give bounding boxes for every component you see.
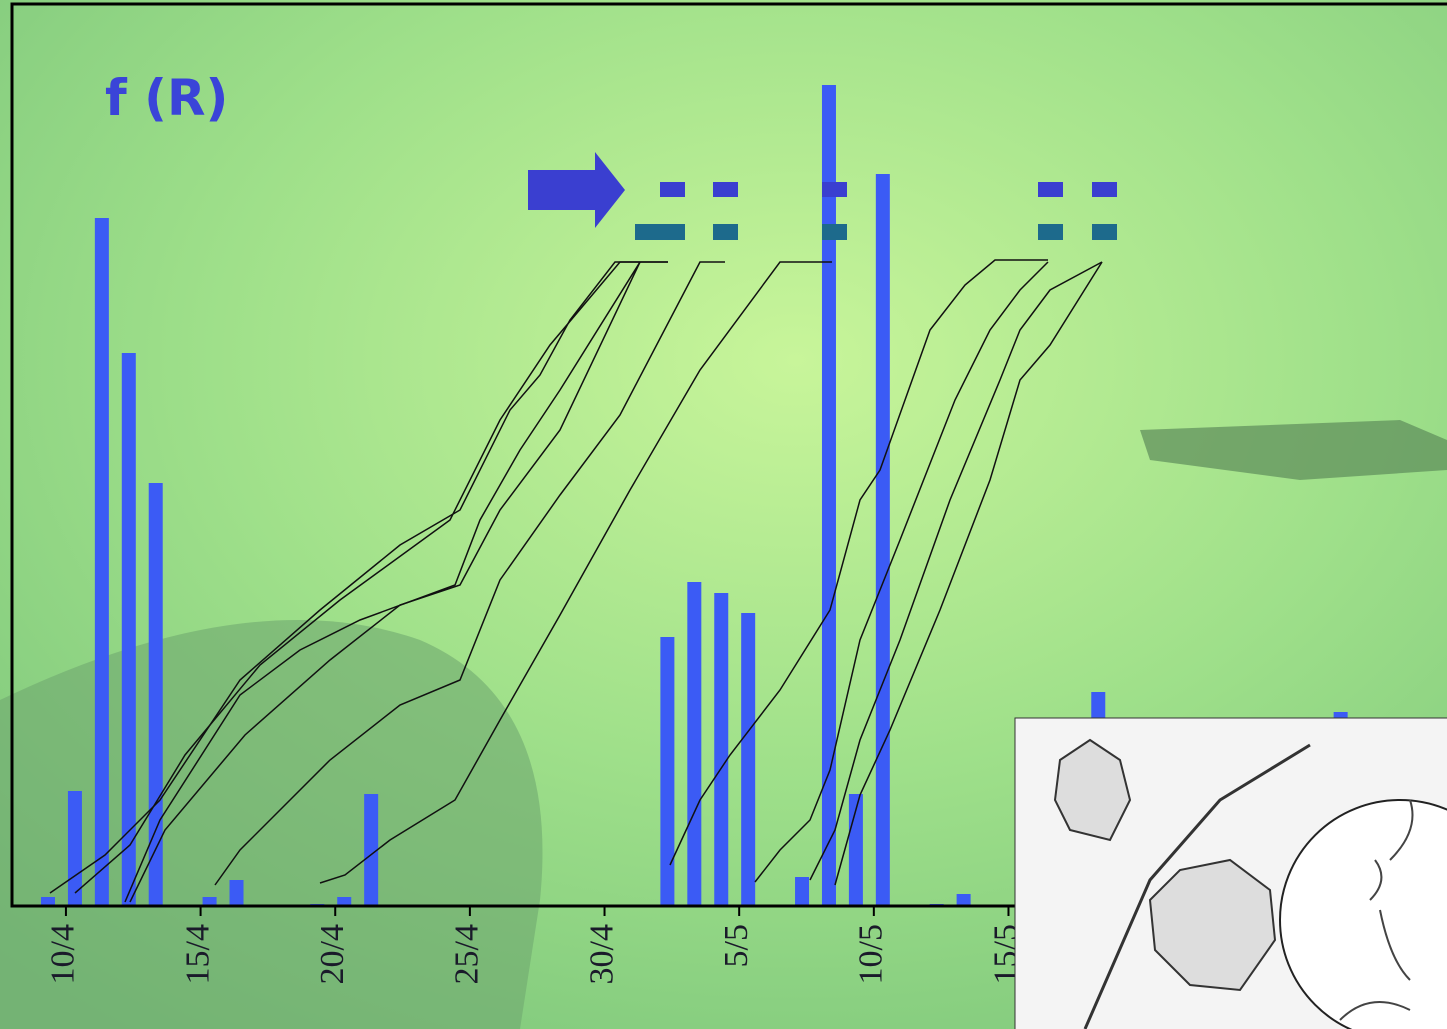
marker [635,224,685,240]
chart: f (R) 10/415/420/425/430/45/510/515/5 [0,0,1447,1029]
bar [876,174,890,906]
bar [687,582,701,906]
chart-title: f (R) [105,69,228,127]
bar [230,880,244,906]
bar [957,894,971,906]
bar [95,218,109,906]
marker [1038,182,1063,197]
bar [714,593,728,906]
marker [713,182,738,197]
marker [1038,224,1063,240]
marker [660,182,685,197]
marker [1092,224,1117,240]
marker [713,224,738,240]
bar [741,613,755,906]
bar [122,353,136,906]
x-tick-label: 25/4 [449,924,486,984]
marker [1092,182,1117,197]
x-tick-label: 10/4 [45,924,82,984]
inset [1015,718,1447,1029]
x-tick-label: 30/4 [583,924,620,984]
bar [660,637,674,906]
x-tick-label: 5/5 [718,924,755,967]
bar [795,877,809,906]
x-tick-label: 15/4 [179,924,216,984]
marker [822,224,847,240]
marker [822,182,847,197]
x-tick-label: 20/4 [314,924,351,984]
page: {"chart_data": {"type": "bar", "title": … [0,0,1447,1029]
x-tick-label: 10/5 [853,924,890,984]
